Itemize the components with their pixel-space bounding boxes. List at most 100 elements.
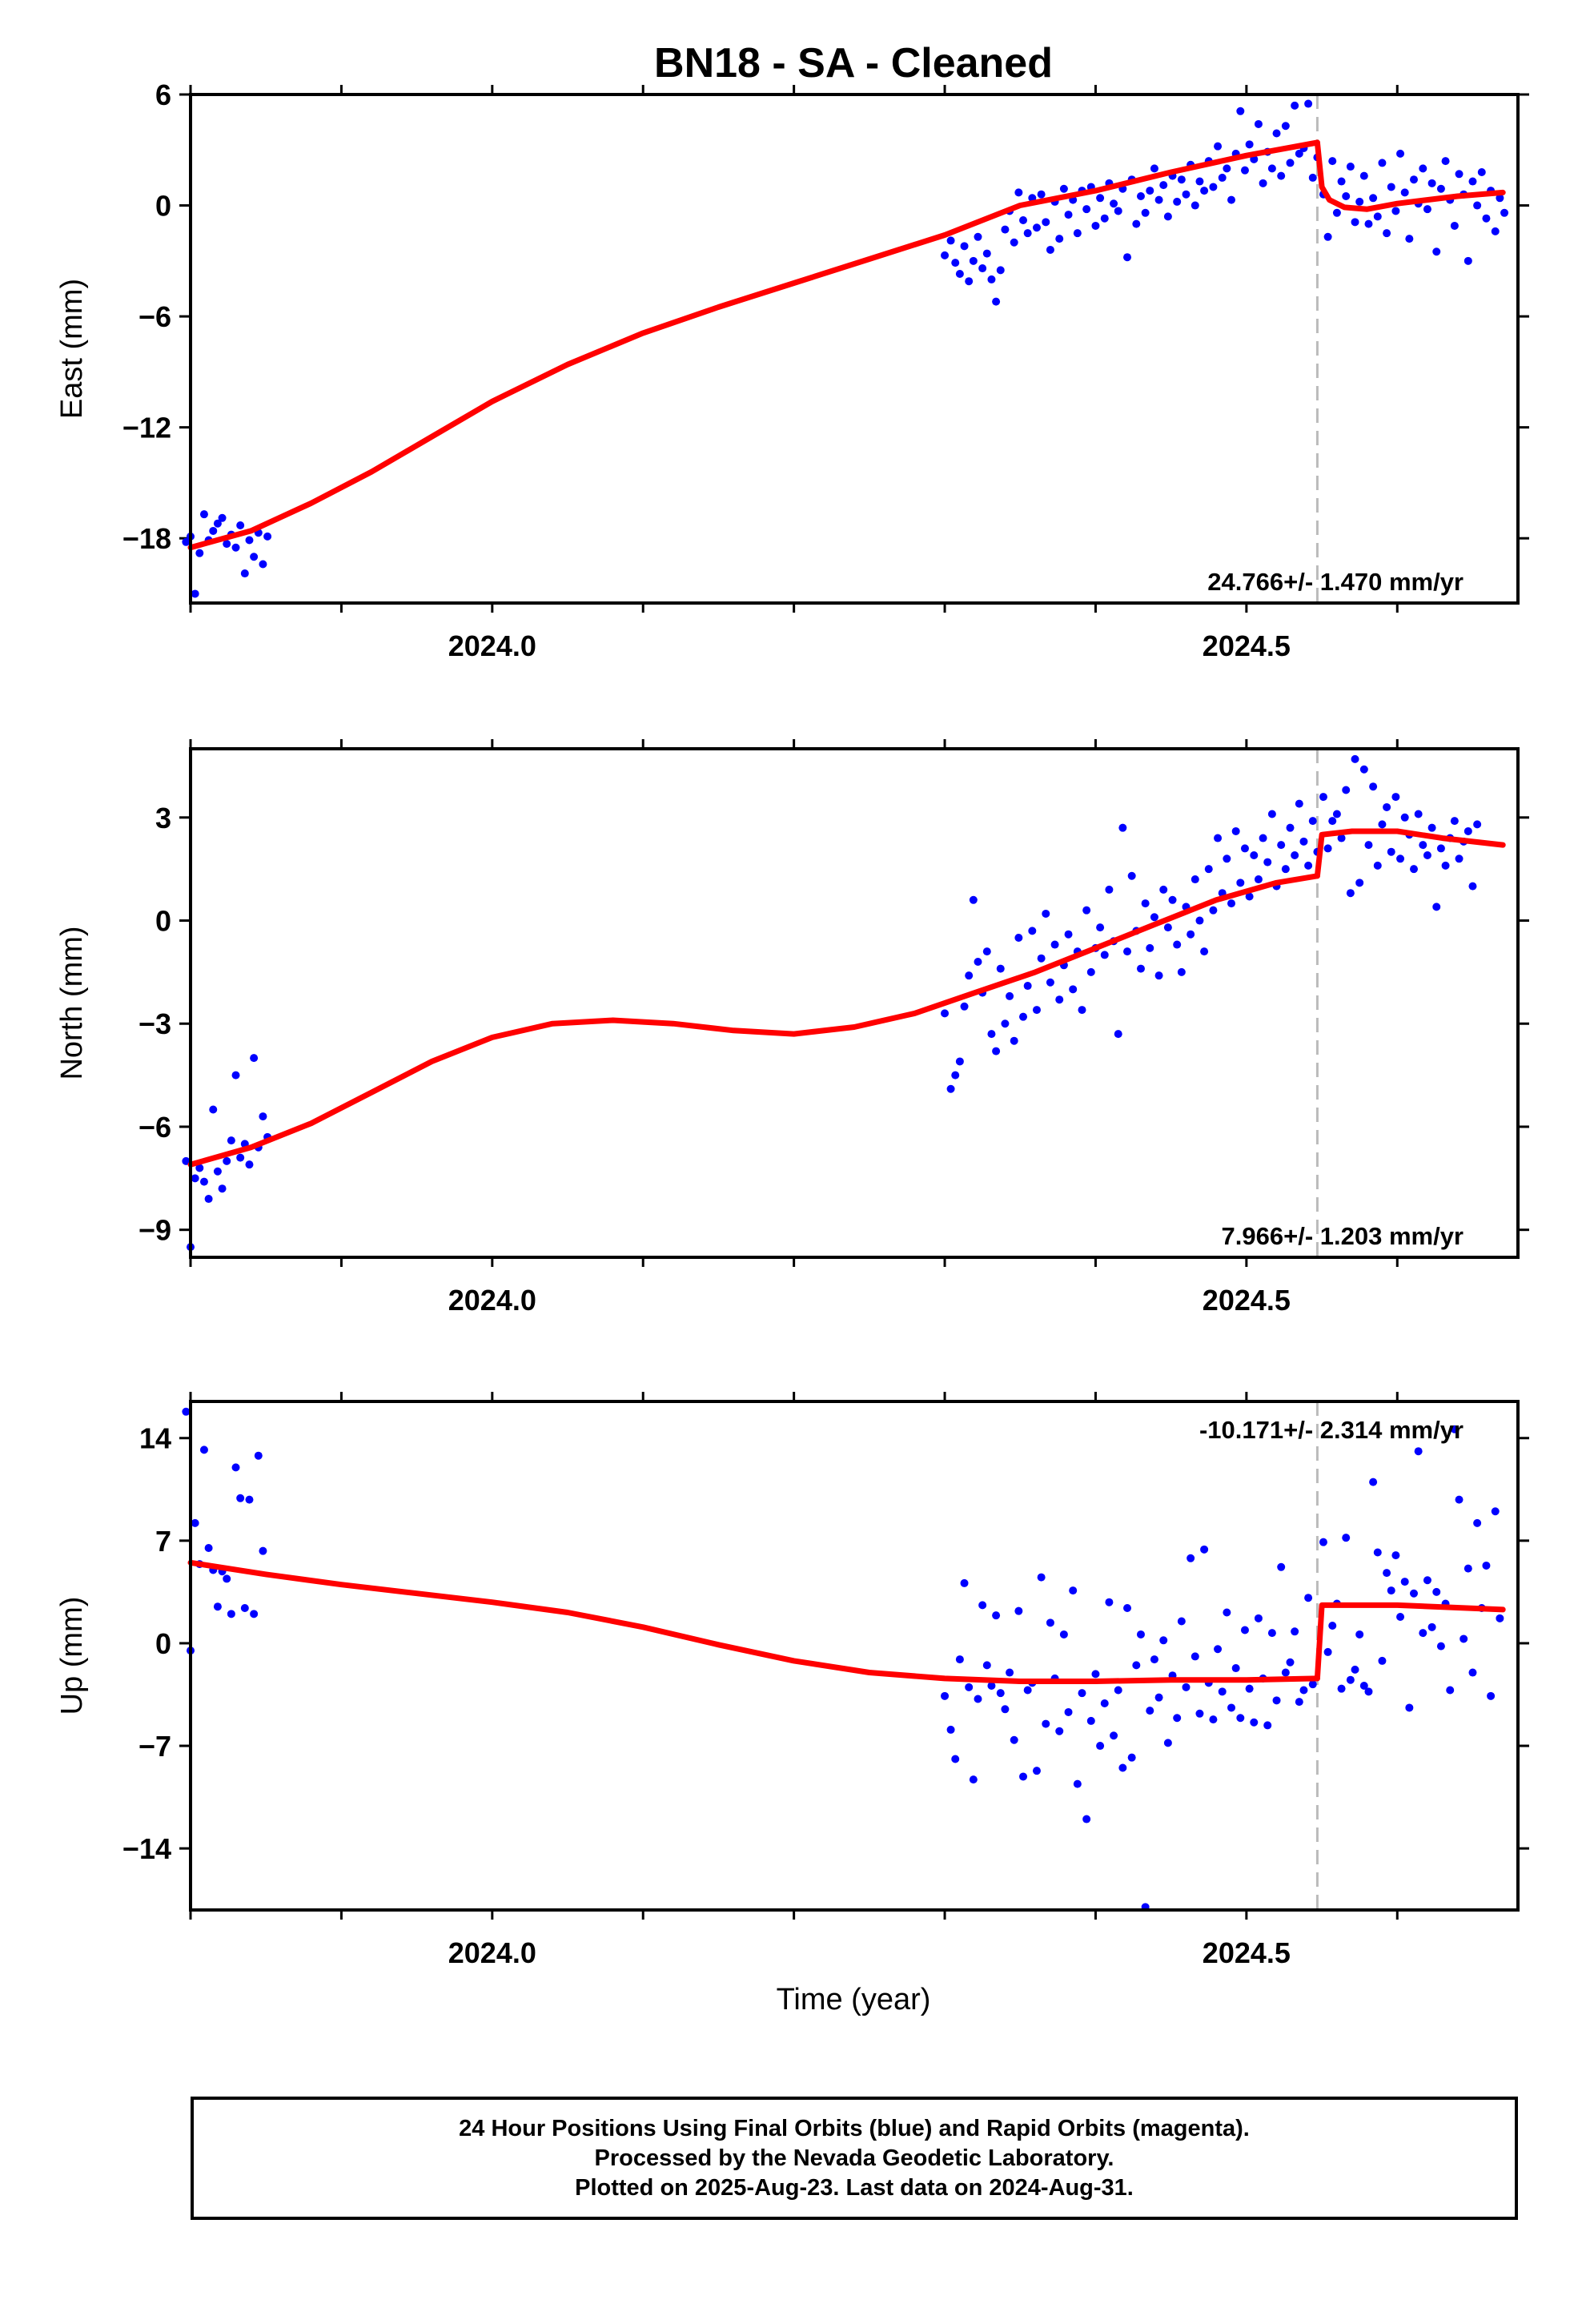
up-data-point [1023,1686,1032,1695]
east-data-point [946,236,955,245]
east-data-point [978,264,987,273]
east-data-point [1001,225,1010,234]
up-data-point [1267,1629,1276,1638]
east-data-point [1240,166,1249,175]
east-data-point [1055,235,1064,243]
up-data-point [1019,1772,1028,1781]
north-data-point [213,1167,222,1176]
north-data-point [227,1136,235,1145]
east-data-point [974,232,982,241]
north-data-point [1006,991,1014,1000]
east-data-point [941,251,950,259]
north-data-point [1150,913,1158,922]
up-data-point [1304,1594,1313,1602]
up-data-point [245,1495,254,1504]
up-data-point [1132,1661,1141,1670]
east-data-point [1064,211,1073,219]
north-model-curve [187,873,1320,1168]
north-data-point [218,1184,227,1193]
up-data-point [250,1610,259,1618]
up-ytick-label: −14 [122,1832,171,1865]
up-data-point [1073,1779,1082,1788]
up-data-point [1427,1622,1436,1631]
north-data-point [1159,885,1168,894]
east-panel: 6 0 −6 −12 −18 2024.0 2024.5 East (mm) 24.766+/-… [55,78,1529,662]
north-data-point [1042,909,1050,918]
up-data-point [1400,1578,1409,1586]
east-ytick-label: −18 [122,522,171,555]
north-data-point [1468,882,1477,891]
up-data-point [1355,1630,1364,1638]
north-ytick-label: −3 [139,1007,171,1040]
up-ytick-label: 14 [139,1422,171,1455]
east-data-point [1209,183,1218,191]
north-data-point [946,1084,955,1093]
north-data-point [1096,923,1105,932]
north-data-point [1204,865,1213,874]
east-data-point [1032,223,1041,232]
up-ytick-label: 7 [155,1525,171,1558]
up-data-point [1069,1586,1078,1595]
east-data-point [1337,177,1346,186]
north-data-point [1154,971,1163,980]
east-data-point [1405,235,1414,243]
east-data-point [1096,194,1105,203]
east-data-point [1419,164,1427,173]
east-data-point [1464,256,1472,265]
north-data-point [1046,978,1054,987]
east-data-point [218,513,227,522]
up-data-point [1468,1668,1477,1677]
up-data-point [992,1611,1001,1620]
east-data-point [1468,177,1477,186]
north-data-point [1391,793,1400,802]
north-data-point [1346,889,1355,898]
up-data-point [1064,1707,1073,1716]
east-data-point [191,589,199,598]
north-data-point [992,1047,1001,1055]
up-data-point [1391,1551,1400,1560]
east-data-point [1163,212,1172,221]
north-ytick-label: −6 [139,1111,171,1144]
north-data-point [960,1002,969,1011]
info-line-orbits: 24 Hour Positions Using Final Orbits (bl… [459,2115,1250,2141]
north-data-point [1378,820,1387,829]
east-xtick-label: 2024.0 [448,629,536,662]
up-data-point [1286,1658,1295,1667]
up-data-point [1369,1478,1378,1486]
east-data-point [1014,188,1023,197]
up-panel: 14 7 0 −7 −14 2024.0 2024.5 Up (mm) -10.171+/- 2… [55,1392,1529,2016]
east-ytick-label: −12 [122,412,171,444]
east-data-point [1304,99,1313,108]
up-data-point [1032,1767,1041,1775]
east-data-point [1132,219,1141,228]
north-data-point [1441,861,1450,870]
east-data-point [236,521,245,530]
north-data-point [1105,885,1114,894]
east-data-point [1436,184,1445,193]
north-data-point [1427,823,1436,832]
up-data-point [982,1661,991,1670]
north-data-point [1118,823,1127,832]
up-data-point [1110,1731,1118,1740]
up-data-point [1277,1562,1286,1571]
north-data-point [245,1160,254,1169]
up-data-point [1291,1627,1299,1636]
up-data-point [1405,1703,1414,1712]
east-data-point [1373,212,1382,221]
up-data-point [1118,1763,1127,1772]
up-data-point [1123,1604,1132,1613]
east-data-point [1308,173,1317,182]
north-data-point [1291,851,1299,860]
up-data-point [1487,1691,1496,1700]
up-data-point [1042,1719,1050,1728]
north-data-point [199,1177,208,1186]
north-data-point [1127,871,1136,880]
north-data-point [1355,879,1364,887]
east-data-point [1359,171,1368,180]
north-panel: 3 0 −3 −6 −9 2024.0 2024.5 North (mm) 7.966+/- 1… [55,739,1529,1317]
east-data-point [1328,157,1337,166]
up-data-point [199,1445,208,1454]
north-ytick-label: 0 [155,905,171,938]
east-data-point [231,543,240,552]
east-frame [189,93,1520,605]
